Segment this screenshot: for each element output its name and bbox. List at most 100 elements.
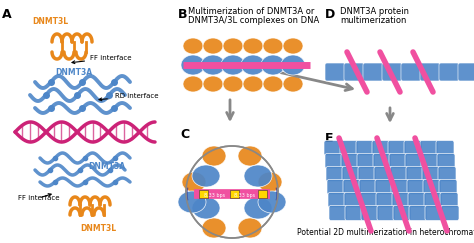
Text: 8.33 bps: 8.33 bps [235, 192, 255, 198]
Ellipse shape [263, 38, 283, 54]
FancyBboxPatch shape [356, 140, 374, 156]
FancyBboxPatch shape [420, 140, 438, 156]
FancyBboxPatch shape [424, 192, 442, 208]
FancyBboxPatch shape [199, 190, 208, 198]
Text: FF interface: FF interface [72, 55, 131, 64]
Text: D: D [325, 8, 335, 21]
FancyBboxPatch shape [374, 166, 392, 182]
FancyBboxPatch shape [401, 63, 421, 81]
FancyBboxPatch shape [372, 140, 390, 156]
FancyBboxPatch shape [345, 206, 363, 220]
Ellipse shape [244, 165, 272, 187]
FancyBboxPatch shape [423, 180, 441, 194]
Ellipse shape [243, 76, 263, 92]
Ellipse shape [183, 76, 203, 92]
FancyBboxPatch shape [420, 63, 440, 81]
FancyBboxPatch shape [325, 154, 343, 168]
FancyBboxPatch shape [441, 206, 459, 220]
Ellipse shape [181, 55, 205, 75]
FancyBboxPatch shape [389, 154, 407, 168]
FancyBboxPatch shape [363, 63, 383, 81]
Text: A: A [2, 8, 12, 21]
Ellipse shape [202, 146, 226, 166]
FancyBboxPatch shape [328, 192, 346, 208]
Ellipse shape [263, 76, 283, 92]
Text: multimerization: multimerization [340, 16, 406, 25]
Ellipse shape [281, 55, 305, 75]
FancyBboxPatch shape [408, 192, 426, 208]
FancyBboxPatch shape [404, 140, 422, 156]
Text: RD interface: RD interface [99, 93, 158, 101]
FancyBboxPatch shape [373, 154, 391, 168]
FancyBboxPatch shape [388, 140, 406, 156]
FancyBboxPatch shape [344, 63, 364, 81]
FancyBboxPatch shape [392, 192, 410, 208]
Ellipse shape [238, 218, 262, 238]
FancyBboxPatch shape [230, 190, 239, 198]
FancyBboxPatch shape [358, 166, 376, 182]
Ellipse shape [243, 38, 263, 54]
Text: DNMT3L: DNMT3L [80, 224, 116, 233]
Ellipse shape [238, 146, 262, 166]
FancyBboxPatch shape [340, 140, 358, 156]
Text: DNMT3A protein: DNMT3A protein [340, 7, 409, 16]
FancyBboxPatch shape [324, 140, 342, 156]
Circle shape [186, 146, 278, 238]
Ellipse shape [261, 55, 285, 75]
FancyBboxPatch shape [436, 140, 454, 156]
Text: DNMT3L: DNMT3L [32, 17, 68, 26]
FancyBboxPatch shape [407, 180, 425, 194]
FancyBboxPatch shape [422, 166, 440, 182]
FancyBboxPatch shape [439, 63, 459, 81]
Text: FF interface: FF interface [18, 194, 60, 201]
Ellipse shape [221, 55, 245, 75]
Ellipse shape [258, 172, 282, 192]
FancyBboxPatch shape [325, 63, 345, 81]
FancyBboxPatch shape [341, 154, 359, 168]
Text: Potential 2D multimerization in heterochromatin: Potential 2D multimerization in heteroch… [297, 228, 474, 237]
Ellipse shape [258, 191, 286, 213]
FancyBboxPatch shape [439, 180, 457, 194]
FancyBboxPatch shape [342, 166, 360, 182]
FancyBboxPatch shape [329, 206, 347, 220]
Text: DNMT3A: DNMT3A [88, 162, 125, 171]
FancyBboxPatch shape [438, 166, 456, 182]
Text: DNMT3A: DNMT3A [55, 68, 92, 77]
FancyBboxPatch shape [326, 166, 344, 182]
FancyBboxPatch shape [409, 206, 427, 220]
FancyBboxPatch shape [382, 63, 402, 81]
FancyBboxPatch shape [377, 206, 395, 220]
FancyBboxPatch shape [405, 154, 423, 168]
Ellipse shape [178, 191, 206, 213]
FancyBboxPatch shape [375, 180, 393, 194]
FancyBboxPatch shape [390, 166, 408, 182]
FancyBboxPatch shape [376, 192, 394, 208]
Text: Multimerization of DNMT3A or: Multimerization of DNMT3A or [188, 7, 314, 16]
Ellipse shape [223, 76, 243, 92]
FancyBboxPatch shape [360, 192, 378, 208]
FancyBboxPatch shape [327, 180, 345, 194]
FancyBboxPatch shape [421, 154, 439, 168]
FancyBboxPatch shape [357, 154, 375, 168]
FancyBboxPatch shape [359, 180, 377, 194]
FancyBboxPatch shape [393, 206, 411, 220]
Ellipse shape [241, 55, 265, 75]
Text: C: C [180, 128, 189, 141]
Text: 8.33 bps: 8.33 bps [204, 192, 226, 198]
FancyBboxPatch shape [437, 154, 455, 168]
FancyBboxPatch shape [361, 206, 379, 220]
Ellipse shape [283, 76, 303, 92]
FancyBboxPatch shape [425, 206, 443, 220]
Ellipse shape [244, 197, 272, 219]
Ellipse shape [203, 38, 223, 54]
Ellipse shape [182, 172, 206, 192]
Ellipse shape [202, 218, 226, 238]
Ellipse shape [183, 38, 203, 54]
Text: E: E [325, 132, 334, 145]
FancyBboxPatch shape [343, 180, 361, 194]
Text: DNMT3A/3L complexes on DNA: DNMT3A/3L complexes on DNA [188, 16, 319, 25]
Ellipse shape [192, 165, 220, 187]
FancyBboxPatch shape [391, 180, 409, 194]
Ellipse shape [192, 197, 220, 219]
Ellipse shape [201, 55, 225, 75]
